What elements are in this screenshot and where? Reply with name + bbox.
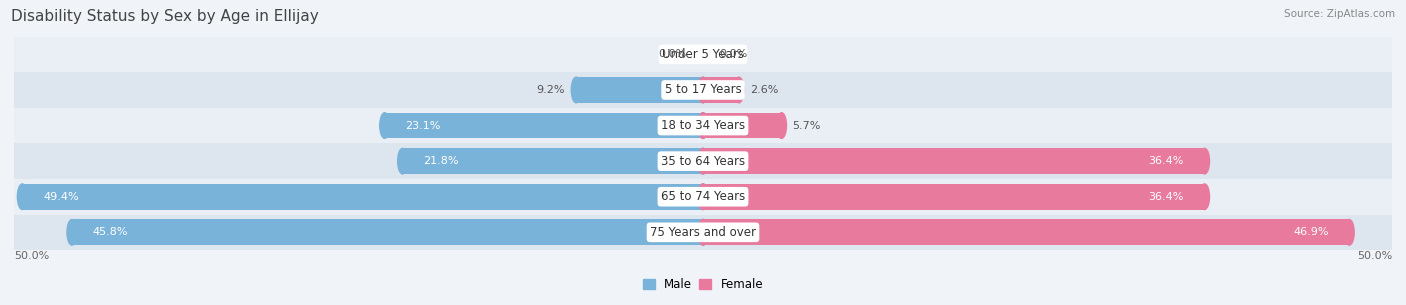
- Circle shape: [697, 148, 709, 174]
- Circle shape: [17, 184, 27, 210]
- Text: 50.0%: 50.0%: [1357, 251, 1392, 261]
- Circle shape: [1344, 220, 1354, 245]
- Circle shape: [1199, 184, 1209, 210]
- Bar: [14, 214, 1392, 250]
- Circle shape: [697, 148, 709, 174]
- Circle shape: [67, 220, 77, 245]
- Circle shape: [1199, 148, 1209, 174]
- Bar: [703, 113, 782, 138]
- Text: Source: ZipAtlas.com: Source: ZipAtlas.com: [1284, 9, 1395, 19]
- Legend: Male, Female: Male, Female: [643, 278, 763, 291]
- Circle shape: [571, 77, 581, 103]
- Text: Disability Status by Sex by Age in Ellijay: Disability Status by Sex by Age in Ellij…: [11, 9, 319, 24]
- Bar: [14, 179, 1392, 214]
- Circle shape: [697, 77, 709, 103]
- Circle shape: [776, 113, 786, 138]
- Bar: [385, 113, 703, 138]
- Bar: [72, 220, 703, 245]
- Text: 5 to 17 Years: 5 to 17 Years: [665, 84, 741, 96]
- Text: 36.4%: 36.4%: [1149, 156, 1184, 166]
- Text: 35 to 64 Years: 35 to 64 Years: [661, 155, 745, 168]
- Bar: [703, 220, 1350, 245]
- Bar: [14, 143, 1392, 179]
- Text: 9.2%: 9.2%: [537, 85, 565, 95]
- Bar: [703, 184, 1205, 210]
- Text: 0.0%: 0.0%: [720, 49, 748, 59]
- Text: 5.7%: 5.7%: [793, 120, 821, 131]
- Text: 18 to 34 Years: 18 to 34 Years: [661, 119, 745, 132]
- Bar: [14, 72, 1392, 108]
- Circle shape: [697, 113, 709, 138]
- Circle shape: [697, 220, 709, 245]
- Circle shape: [697, 184, 709, 210]
- Circle shape: [697, 184, 709, 210]
- Bar: [14, 37, 1392, 72]
- Circle shape: [734, 77, 744, 103]
- Bar: [14, 108, 1392, 143]
- Text: 23.1%: 23.1%: [405, 120, 440, 131]
- Circle shape: [697, 113, 709, 138]
- Text: 36.4%: 36.4%: [1149, 192, 1184, 202]
- Bar: [402, 148, 703, 174]
- Text: Under 5 Years: Under 5 Years: [662, 48, 744, 61]
- Bar: [22, 184, 703, 210]
- Text: 49.4%: 49.4%: [44, 192, 79, 202]
- Text: 21.8%: 21.8%: [423, 156, 458, 166]
- Circle shape: [380, 113, 389, 138]
- Text: 46.9%: 46.9%: [1294, 227, 1329, 237]
- Text: 2.6%: 2.6%: [749, 85, 779, 95]
- Circle shape: [398, 148, 408, 174]
- Text: 50.0%: 50.0%: [14, 251, 49, 261]
- Bar: [576, 77, 703, 103]
- Text: 0.0%: 0.0%: [658, 49, 686, 59]
- Circle shape: [697, 220, 709, 245]
- Bar: [703, 148, 1205, 174]
- Circle shape: [697, 77, 709, 103]
- Bar: [703, 77, 738, 103]
- Text: 75 Years and over: 75 Years and over: [650, 226, 756, 239]
- Text: 45.8%: 45.8%: [93, 227, 128, 237]
- Text: 65 to 74 Years: 65 to 74 Years: [661, 190, 745, 203]
